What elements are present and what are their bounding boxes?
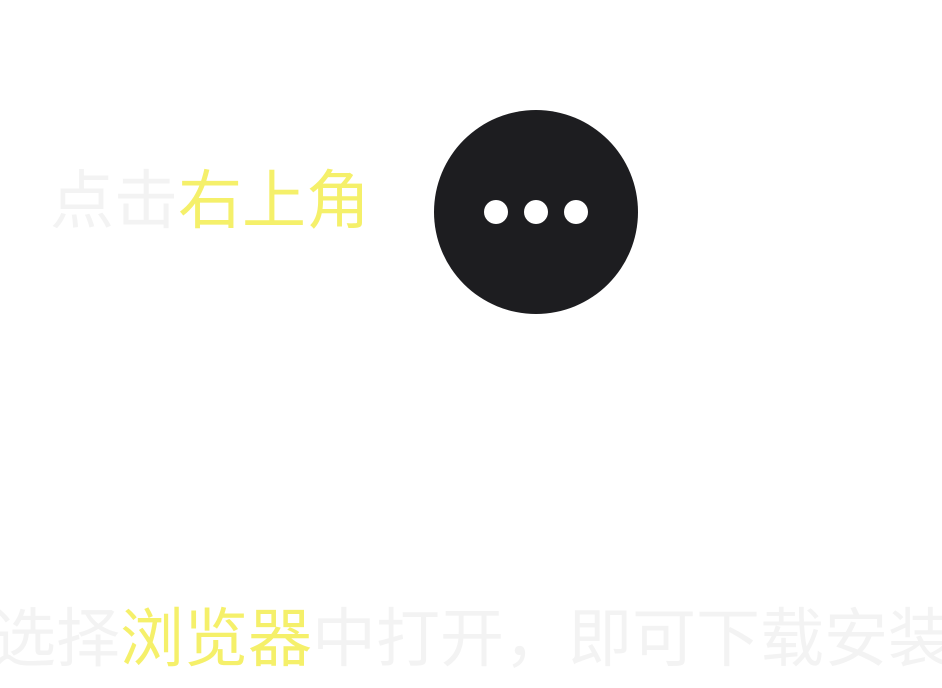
instruction-line-browser: 选择浏览器中打开，即可下载安装 <box>0 608 942 672</box>
more-dot-icon <box>564 200 588 224</box>
instruction-prefix-text: 选择 <box>0 603 120 677</box>
browser-highlight: 浏览器 <box>120 603 312 677</box>
instruction-suffix-text: 中打开，即可下载安装 <box>312 603 942 677</box>
top-right-corner-highlight: 右上角 <box>178 165 370 239</box>
instruction-prefix-text: 点击 <box>50 165 178 239</box>
more-dot-icon <box>484 200 508 224</box>
instruction-line-top-right: 点击右上角 <box>50 170 370 234</box>
more-dot-icon <box>524 200 548 224</box>
more-options-button[interactable] <box>434 110 638 314</box>
